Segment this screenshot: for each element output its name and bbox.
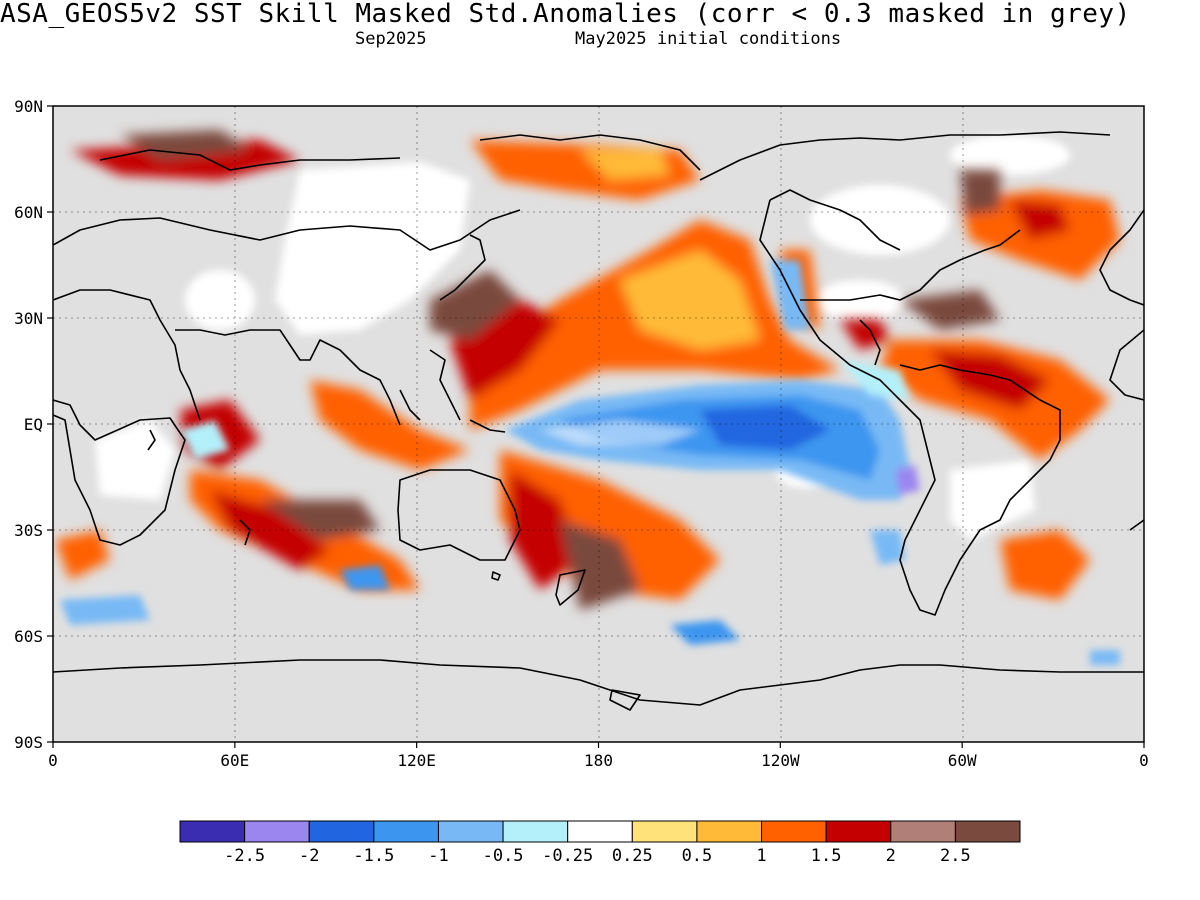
colorbar: -2.5 -2 -1.5 -1 -0.5 -0.25 0.25 0.5 1 1.5 2 2.5 [179, 820, 1021, 866]
coastlines [53, 131, 1144, 711]
graticule [53, 106, 1144, 742]
colorbar-swatch [308, 820, 375, 843]
colorbar-swatch [437, 820, 504, 843]
colorbar-label: -2.5 [224, 846, 265, 866]
colorbar-label: -2 [299, 846, 319, 866]
colorbar-label: 0.25 [612, 846, 653, 866]
colorbar-label: -1 [428, 846, 448, 866]
colorbar-label: 2 [886, 846, 896, 866]
colorbar-swatch [761, 820, 827, 843]
colorbar-label: -0.5 [483, 846, 524, 866]
lon-tick-label: 0 [1139, 751, 1149, 770]
colorbar-swatch [567, 820, 633, 843]
colorbar-swatch [244, 820, 310, 843]
colorbar-swatch [954, 820, 1021, 843]
cold-anomaly-regions [60, 260, 1120, 665]
lat-tick-label: 60N [14, 203, 43, 222]
colorbar-label: 0.5 [682, 846, 713, 866]
colorbar-label: 1 [756, 846, 766, 866]
page-title: ASA_GEOS5v2 SST Skill Masked Std.Anomali… [0, 0, 1131, 28]
lat-tick-label: 30N [14, 309, 43, 328]
lat-tick-label: 90N [14, 97, 43, 116]
map-field [53, 106, 1144, 742]
valid-month: Sep2025 [355, 29, 427, 49]
colorbar-swatch [373, 820, 439, 843]
colorbar-swatch [631, 820, 698, 843]
colorbar-swatch [825, 820, 892, 843]
colorbar-label: 2.5 [940, 846, 971, 866]
lon-tick-label: 120W [761, 751, 800, 770]
warm-anomaly-regions [55, 130, 1120, 610]
lon-tick-label: 60E [220, 751, 249, 770]
colorbar-swatch [179, 820, 246, 843]
lon-tick-label: 120E [397, 751, 436, 770]
longitude-axis: 0 60E 120E 180 120W 60W 0 [48, 742, 1149, 770]
lon-tick-label: 60W [948, 751, 977, 770]
colorbar-swatch [890, 820, 956, 843]
colorbar-label: -0.25 [542, 846, 593, 866]
init-conditions: May2025 initial conditions [575, 29, 842, 49]
colorbar-swatch [696, 820, 763, 843]
lon-tick-label: 180 [584, 751, 613, 770]
lon-tick-label: 0 [48, 751, 58, 770]
lat-tick-label: 90S [14, 733, 43, 752]
colorbar-swatch [502, 820, 569, 843]
latitude-axis: 90N 60N 30N EQ 30S 60S 90S [14, 97, 53, 752]
lat-tick-label: 60S [14, 627, 43, 646]
lat-tick-label: 30S [14, 521, 43, 540]
colorbar-label: -1.5 [353, 846, 394, 866]
colorbar-label: 1.5 [811, 846, 842, 866]
lat-tick-label: EQ [24, 415, 43, 434]
